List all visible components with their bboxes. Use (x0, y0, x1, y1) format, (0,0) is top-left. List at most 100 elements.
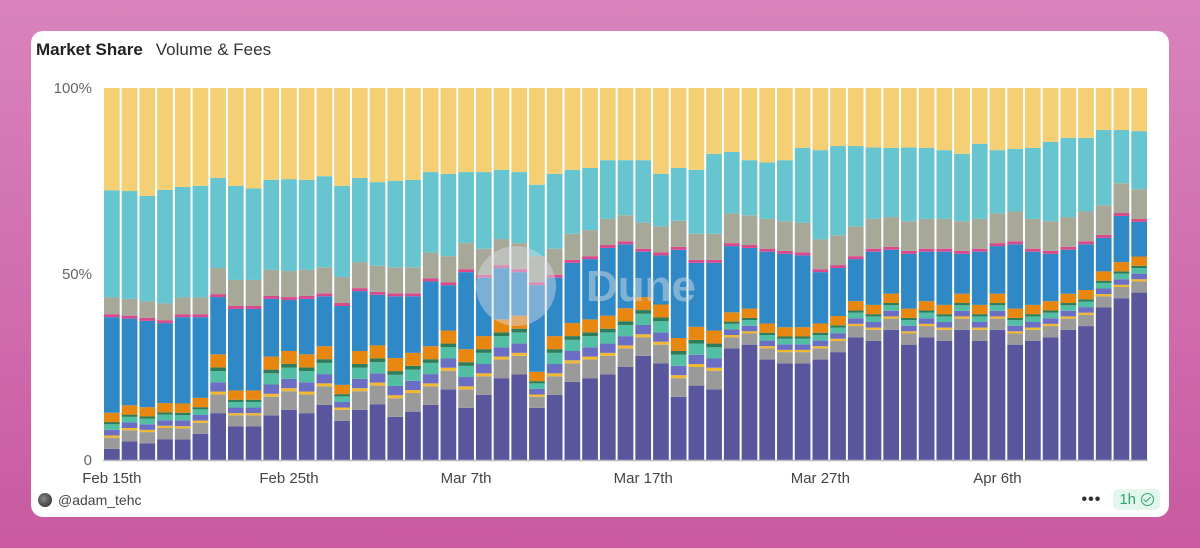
bar-segment-s4 (653, 332, 669, 342)
bar-segment-s9 (723, 243, 740, 247)
bar-segment-s11 (281, 179, 297, 272)
bar-segment-s4 (954, 310, 970, 317)
bar-segment-s7 (1113, 262, 1130, 272)
bar-segment-s11 (971, 143, 988, 219)
bar-segment-s6 (422, 359, 439, 363)
bar-segment-s11 (210, 178, 226, 269)
bar-segment-s8 (794, 255, 811, 328)
bar-segment-s9 (104, 314, 120, 318)
bar-segment-s6 (989, 303, 1006, 306)
bar-segment-s7 (440, 330, 457, 344)
bar-segment-s5 (1095, 282, 1112, 289)
dune-logo-icon (476, 246, 556, 326)
bar-segment-s7 (1095, 271, 1112, 281)
tab-volume-fees[interactable]: Volume & Fees (155, 40, 272, 59)
bar-segment-s10 (121, 298, 138, 316)
x-tick-label: Feb 15th (82, 470, 141, 486)
bar-segment-s1 (298, 413, 315, 460)
bar-segment-s10 (989, 213, 1006, 244)
bar-segment-s2 (227, 415, 244, 427)
bar-segment-s7 (334, 384, 350, 395)
bar-segment-s6 (387, 371, 404, 375)
bar-segment-s6 (351, 364, 368, 368)
bar-segment-s8 (281, 300, 297, 352)
bar-segment-s11 (1025, 147, 1041, 219)
bar-segment-s4 (635, 324, 652, 335)
author-username: @adam_tehc (58, 492, 142, 508)
bar-segment-s4 (777, 344, 793, 350)
bar-segment-s12 (901, 88, 917, 148)
bar-segment-s6 (883, 303, 900, 306)
bar-segment-s2 (812, 348, 829, 360)
bar-segment-s11 (529, 184, 545, 257)
bar-segment-s9 (741, 244, 758, 248)
bar-segment-s7 (458, 349, 474, 363)
bar-segment-s4 (298, 382, 315, 392)
bar-segment-s1 (1131, 292, 1147, 460)
bar-segment-s12 (369, 88, 386, 183)
bar-segment-s5 (405, 369, 421, 381)
bar-segment-s9 (493, 265, 510, 269)
bar-segment-s6 (1095, 280, 1112, 283)
x-tick-label: Mar 7th (441, 470, 492, 486)
bar-segment-s10 (405, 267, 421, 294)
bar-segment-s8 (227, 308, 244, 391)
bar-segment-s7 (493, 319, 510, 333)
bar-segment-s4 (688, 354, 705, 365)
bar-segment-s10 (635, 222, 652, 249)
bar-segment-s4 (458, 377, 474, 387)
bar-segment-s5 (1007, 320, 1024, 326)
bar-segment-s6 (529, 381, 545, 384)
bar-segment-s11 (599, 160, 616, 219)
bar-segment-s2 (617, 348, 634, 367)
bar-segment-s10 (493, 239, 510, 266)
bar-segment-s12 (1095, 88, 1112, 131)
bar-segment-s8 (458, 272, 474, 350)
author[interactable]: @adam_tehc (38, 492, 141, 508)
bar-segment-s3 (334, 407, 350, 410)
bar-segment-s6 (139, 416, 156, 419)
bar-segment-s10 (1060, 217, 1077, 247)
bar-segment-s3 (511, 352, 528, 356)
bar-segment-s4 (1025, 321, 1041, 328)
more-options-button[interactable]: ••• (1081, 490, 1102, 508)
bar-segment-s1 (1007, 344, 1024, 460)
bar-segment-s3 (653, 341, 669, 345)
bar-segment-s4 (1042, 318, 1059, 324)
bar-segment-s2 (1131, 281, 1147, 293)
bar-segment-s4 (971, 321, 988, 328)
bar-segment-s3 (263, 393, 280, 397)
bar-segment-s5 (759, 335, 776, 341)
bar-segment-s6 (670, 351, 687, 355)
tab-market-share[interactable]: Market Share (36, 40, 143, 59)
bar-segment-s4 (546, 364, 563, 374)
x-tick-label: Mar 17th (614, 470, 673, 486)
refresh-badge[interactable]: 1h (1113, 489, 1160, 510)
bar-segment-s9 (1007, 241, 1024, 245)
bar-segment-s4 (812, 340, 829, 347)
bar-segment-s3 (599, 352, 616, 356)
bar-segment-s12 (1131, 88, 1147, 132)
bar-segment-s12 (741, 88, 758, 161)
bar-segment-s4 (582, 347, 598, 357)
bar-segment-s12 (281, 88, 297, 180)
bar-segment-s10 (546, 248, 563, 275)
bar-segment-s6 (440, 343, 457, 348)
bar-segment-s7 (723, 312, 740, 322)
bar-segment-s7 (936, 304, 953, 315)
x-tick-label: Mar 27th (791, 470, 850, 486)
bar-segment-s3 (174, 426, 191, 429)
bar-segment-s9 (901, 250, 917, 254)
bar-segment-s2 (741, 333, 758, 345)
bar-segment-s10 (104, 297, 120, 315)
bar-segment-s6 (1078, 299, 1094, 302)
bar-segment-s2 (936, 329, 953, 341)
bar-segment-s8 (351, 291, 368, 352)
refresh-interval: 1h (1119, 491, 1136, 508)
bar-segment-s3 (298, 391, 315, 395)
bar-segment-s2 (582, 359, 598, 379)
bar-segment-s7 (316, 346, 333, 360)
bar-segment-s10 (1113, 183, 1130, 213)
bar-segment-s12 (847, 88, 864, 147)
bar-segment-s11 (918, 147, 935, 219)
